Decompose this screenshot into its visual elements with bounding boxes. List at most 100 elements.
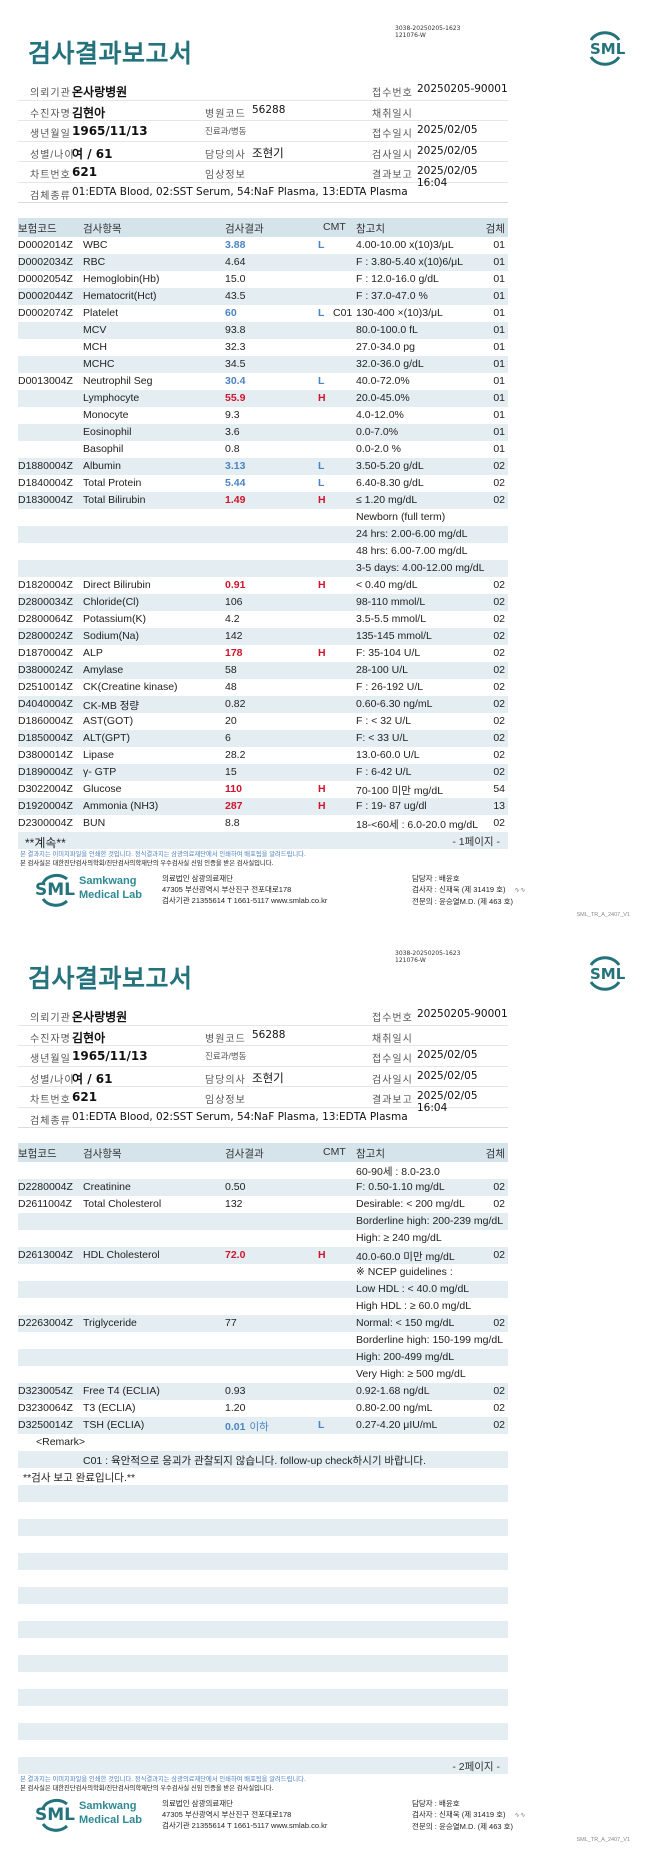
reference-range: 32.0-36.0 g/dL <box>356 358 424 370</box>
insurance-code: D4040004Z <box>18 698 73 710</box>
reference-range: 3.50-5.20 g/dL <box>356 460 424 472</box>
result-value: 142 <box>225 630 243 642</box>
samkwang-logo-sml: SML <box>35 880 75 900</box>
doctor-label: 담당의사 <box>205 149 246 161</box>
insurance-code: D0002044Z <box>18 290 73 302</box>
specimen-code: 02 <box>493 766 505 778</box>
test-result: 1.49 <box>225 494 245 506</box>
doctor-label: 담당의사 <box>205 1074 246 1086</box>
insurance-code: D1820004Z <box>18 579 73 591</box>
insurance-code: D3230064Z <box>18 1402 73 1414</box>
insurance-code: D0002034Z <box>18 256 73 268</box>
samkwang-logo-line2: Medical Lab <box>79 1814 142 1826</box>
page-number: - 2페이지 - <box>452 1761 500 1773</box>
table-row: C01 : 육안적으로 응괴가 관찰되지 않습니다. follow-up che… <box>18 1451 508 1468</box>
result-value: 0.8 <box>225 443 240 455</box>
reference-range: F : 37.0-47.0 % <box>356 290 428 302</box>
result-flag: L <box>318 307 325 319</box>
table-row <box>18 1689 508 1706</box>
test-date-label: 검사일시 <box>372 1074 413 1086</box>
result-flag: L <box>318 477 325 489</box>
test-result: 6 <box>225 732 231 744</box>
clinical-label: 임상정보 <box>205 170 246 181</box>
receipt-date-value: 2025/02/05 <box>417 1049 478 1061</box>
test-name: Albumin <box>83 460 121 472</box>
clinical-label: 임상정보 <box>205 1095 246 1106</box>
table-row <box>18 1621 508 1638</box>
reference-range: Borderline high: 150-199 mg/dL <box>356 1334 504 1346</box>
specimen-code: 02 <box>493 1419 505 1431</box>
test-name: Platelet <box>83 307 119 319</box>
sml-logo: SML <box>585 955 625 991</box>
test-name: Hematocrit(Hct) <box>83 290 157 302</box>
test-result: 0.91 <box>225 579 245 591</box>
reference-range: 0.92-1.68 ng/dL <box>356 1385 430 1397</box>
reference-range: 20.0-45.0% <box>356 392 410 404</box>
reference-range: Desirable: < 200 mg/dL <box>356 1198 465 1210</box>
patient-info: 의뢰기관 온사랑병원 접수번호 20250205-90001 수진자명 김현아 병원코드 56… <box>18 1005 508 1128</box>
insurance-code: D0002074Z <box>18 307 73 319</box>
reference-range: F : 3.80-5.40 x(10)6/μL <box>356 256 464 268</box>
lab-org: 의료법인 삼광의료재단 <box>162 874 234 883</box>
test-name: T3 (ECLIA) <box>83 1402 136 1414</box>
insurance-code: D0013004Z <box>18 375 73 387</box>
specimen-value: 01:EDTA Blood, 02:SST Serum, 54:NaF Plas… <box>72 1110 408 1123</box>
result-flag: L <box>318 460 325 472</box>
reference-range: 98-110 mmol/L <box>356 596 426 608</box>
test-result: 58 <box>225 664 237 676</box>
accreditation-note: 본 검사실은 대한진단검사의학회/진단검사의학재단의 우수검사실 신임 인증을 … <box>20 859 274 867</box>
staff-manager: 담당자 : 배윤호 <box>412 1799 460 1808</box>
test-name: Hemoglobin(Hb) <box>83 273 160 285</box>
hospital-code-label: 병원코드 <box>205 1033 246 1045</box>
report-code-line2: 121076-W <box>395 31 426 39</box>
reference-range: 6.40-8.30 g/dL <box>356 477 424 489</box>
specimen-code: 01 <box>493 392 505 404</box>
insurance-code: D3800024Z <box>18 664 73 676</box>
table-row <box>18 1638 508 1655</box>
result-value: 3.88 <box>225 239 246 251</box>
test-result: 48 <box>225 681 237 693</box>
column-header-specimen: 검체 <box>485 223 505 235</box>
table-row: Very High: ≥ 500 mg/dL <box>18 1366 508 1383</box>
info-row: 차트번호 621 임상정보 결과보고 2025/02/05 16:04 <box>18 1087 508 1114</box>
receipt-no-value: 20250205-90001 <box>417 83 508 95</box>
lab-org: 의료법인 삼광의료재단 <box>162 1799 234 1808</box>
result-value: 34.5 <box>225 358 246 370</box>
receipt-no-label: 접수번호 <box>372 1013 413 1024</box>
specimen-code: 01 <box>493 273 505 285</box>
table-row: D1830004Z Total Bilirubin 1.49 H ≤ 1.20 mg/d… <box>18 492 508 509</box>
collection-label: 채취일시 <box>372 1033 413 1045</box>
test-name: ALP <box>83 647 103 659</box>
reference-range: F: 35-104 U/L <box>356 647 421 659</box>
test-name: Glucose <box>83 783 122 795</box>
result-value: 15.0 <box>225 273 246 285</box>
table-row: D1870004Z ALP 178 H F: 35-104 U/L 02 <box>18 645 508 662</box>
remark-header: <Remark> <box>36 1436 86 1448</box>
test-result: 0.93 <box>225 1385 245 1397</box>
institution-value: 온사랑병원 <box>72 1010 128 1024</box>
test-result: 106 <box>225 596 243 608</box>
report-page-1: 검사결과보고서 3038-20250205-1623 121076-W SML 의뢰기관… <box>18 25 630 918</box>
table-row: Lymphocyte 55.9 H 20.0-45.0% 01 <box>18 390 508 407</box>
test-result: 32.3 <box>225 341 245 353</box>
table-row: D0002074Z Platelet 60 L C01 130-400 ×(10)3/μL… <box>18 305 508 322</box>
test-date-value: 2025/02/05 <box>417 1069 478 1082</box>
column-header-result: 검사결과 <box>225 1148 264 1160</box>
test-name: γ- GTP <box>83 766 117 778</box>
result-flag: H <box>318 494 326 506</box>
result-value: 15 <box>225 766 237 778</box>
result-value: 6 <box>225 732 231 744</box>
lab-address: 의료법인 삼광의료재단 47305 부산광역시 부산진구 전포대로178 검사기관 … <box>162 873 327 906</box>
table-row: D2280004Z Creatinine 0.50 F: 0.50-1.10 mg/d… <box>18 1179 508 1196</box>
test-result: 15.0 <box>225 273 245 285</box>
reference-range: 40.0-72.0% <box>356 375 410 387</box>
specimen-code: 02 <box>493 681 505 693</box>
table-row: D3022004Z Glucose 110 H 70-100 미만 mg/dL 54 <box>18 781 508 798</box>
info-row: 수진자명 김현아 병원코드 56288 채취일시 <box>18 1026 508 1046</box>
column-header-code: 보험코드 <box>18 1148 57 1160</box>
specimen-code: 02 <box>493 460 505 472</box>
table-row: D2800034Z Chloride(Cl) 106 98-110 mmol/L 02 <box>18 594 508 611</box>
reference-range: 80.0-100.0 fL <box>356 324 418 336</box>
reference-range: 48 hrs: 6.00-7.00 mg/dL <box>356 545 468 557</box>
insurance-code: D1860004Z <box>18 715 73 727</box>
